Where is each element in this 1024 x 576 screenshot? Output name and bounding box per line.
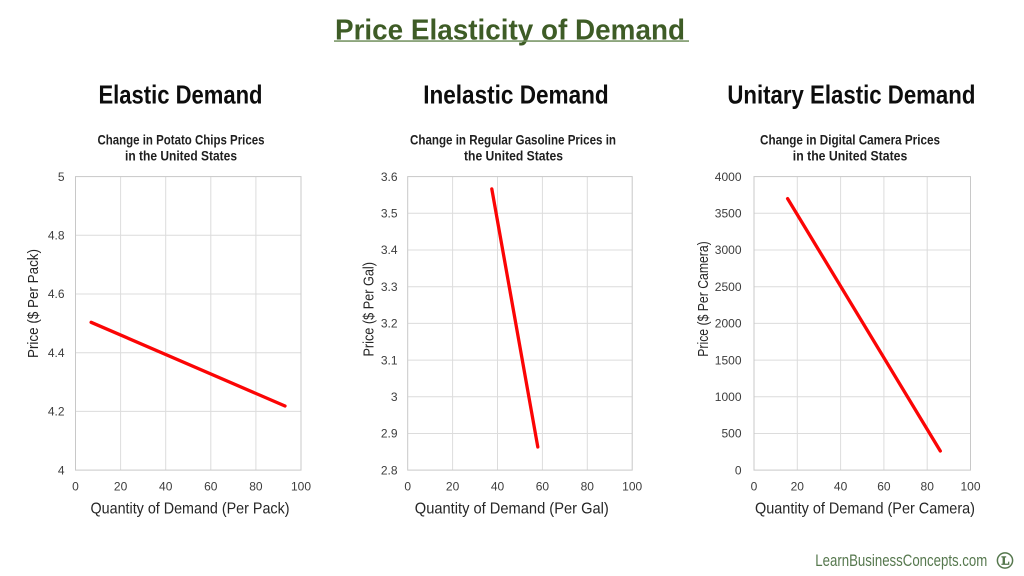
svg-text:in the United States: in the United States xyxy=(793,148,908,164)
svg-text:80: 80 xyxy=(249,480,263,494)
svg-text:2000: 2000 xyxy=(715,317,742,331)
svg-text:2.9: 2.9 xyxy=(381,427,398,441)
svg-text:60: 60 xyxy=(204,480,218,494)
svg-text:0: 0 xyxy=(751,480,758,494)
svg-text:3.3: 3.3 xyxy=(381,280,398,294)
svg-text:80: 80 xyxy=(921,480,935,494)
svg-text:3.5: 3.5 xyxy=(381,207,398,221)
svg-text:Price ($ Per Camera): Price ($ Per Camera) xyxy=(695,241,712,357)
svg-text:0: 0 xyxy=(404,480,411,494)
svg-text:3.6: 3.6 xyxy=(381,170,398,184)
svg-text:20: 20 xyxy=(114,480,128,494)
svg-text:Change in Digital Camera Price: Change in Digital Camera Prices xyxy=(760,132,940,148)
svg-text:100: 100 xyxy=(622,480,642,494)
svg-text:2500: 2500 xyxy=(715,280,742,294)
svg-text:in the United States: in the United States xyxy=(125,148,237,164)
svg-text:100: 100 xyxy=(291,480,311,494)
svg-text:Quantity of Demand (Per Pack): Quantity of Demand (Per Pack) xyxy=(91,501,290,518)
svg-text:3.4: 3.4 xyxy=(381,243,398,257)
svg-text:500: 500 xyxy=(721,427,741,441)
svg-text:0: 0 xyxy=(72,480,79,494)
svg-text:40: 40 xyxy=(491,480,505,494)
svg-text:the United States: the United States xyxy=(464,148,563,164)
svg-text:60: 60 xyxy=(536,480,550,494)
svg-text:Price ($ Per Gal): Price ($ Per Gal) xyxy=(361,262,378,357)
svg-text:Inelastic Demand: Inelastic Demand xyxy=(423,80,609,110)
svg-text:Change in Potato Chips Prices: Change in Potato Chips Prices xyxy=(98,132,265,148)
svg-text:1500: 1500 xyxy=(715,353,742,367)
svg-text:Elastic Demand: Elastic Demand xyxy=(99,80,263,110)
svg-text:100: 100 xyxy=(960,480,980,494)
svg-text:Unitary Elastic Demand: Unitary Elastic Demand xyxy=(727,80,975,110)
svg-text:Quantity of Demand (Per Gal): Quantity of Demand (Per Gal) xyxy=(415,501,609,518)
svg-text:3000: 3000 xyxy=(715,243,742,257)
svg-text:40: 40 xyxy=(834,480,848,494)
svg-text:LearnBusinessConcepts.com: LearnBusinessConcepts.com xyxy=(815,552,987,570)
svg-text:2.8: 2.8 xyxy=(381,463,398,477)
svg-text:20: 20 xyxy=(791,480,805,494)
svg-text:3500: 3500 xyxy=(715,207,742,221)
svg-text:Price ($ Per Pack): Price ($ Per Pack) xyxy=(25,249,42,358)
svg-text:Quantity of Demand (Per Camera: Quantity of Demand (Per Camera) xyxy=(755,501,975,518)
svg-text:4.4: 4.4 xyxy=(48,346,65,360)
svg-text:3: 3 xyxy=(391,390,398,404)
svg-text:4000: 4000 xyxy=(715,170,742,184)
svg-text:0: 0 xyxy=(735,463,742,477)
svg-text:4.6: 4.6 xyxy=(48,287,65,301)
svg-text:4.8: 4.8 xyxy=(48,229,65,243)
svg-text:Change in Regular Gasoline Pri: Change in Regular Gasoline Prices in xyxy=(410,132,616,148)
svg-text:4.2: 4.2 xyxy=(48,405,65,419)
svg-text:5: 5 xyxy=(58,170,65,184)
svg-text:4: 4 xyxy=(58,463,65,477)
svg-text:80: 80 xyxy=(581,480,595,494)
svg-text:3.1: 3.1 xyxy=(381,353,398,367)
svg-text:40: 40 xyxy=(159,480,173,494)
svg-text:1000: 1000 xyxy=(715,390,742,404)
svg-text:3.2: 3.2 xyxy=(381,317,398,331)
svg-text:60: 60 xyxy=(877,480,891,494)
svg-text:20: 20 xyxy=(446,480,460,494)
